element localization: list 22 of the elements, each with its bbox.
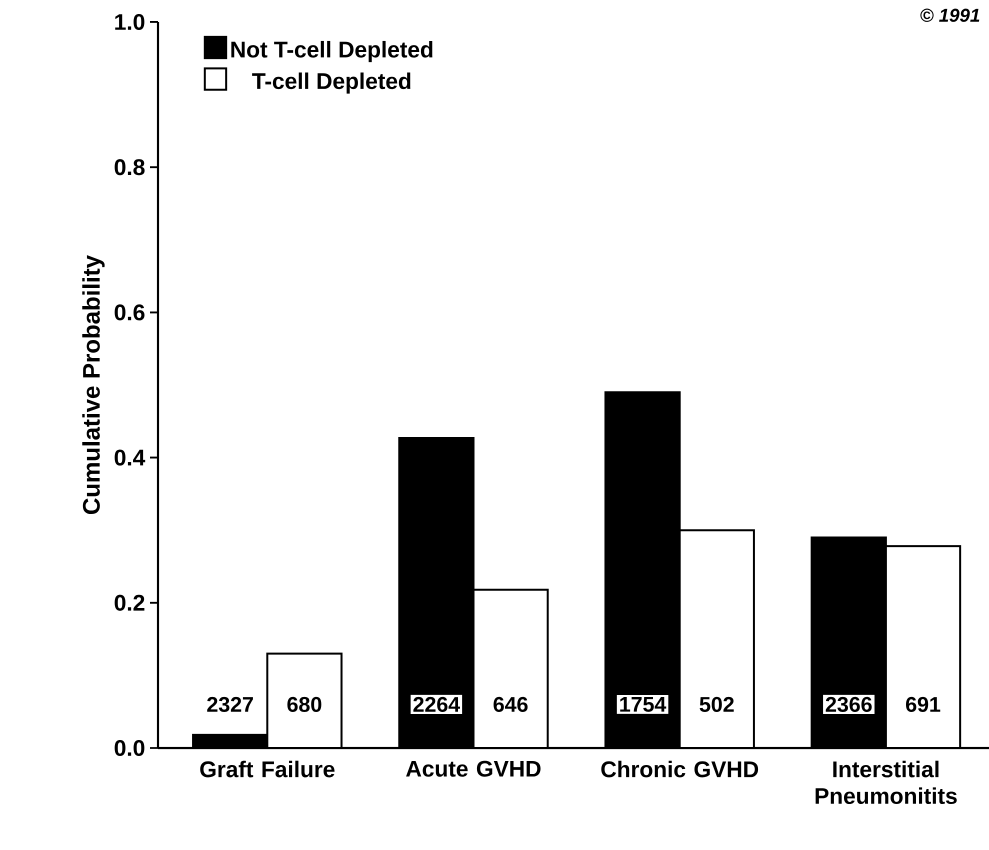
annotation: 691 xyxy=(906,696,940,712)
y-tick-label: 0.2 xyxy=(114,594,144,611)
x-tick-label: Interstitial Pneumonitits xyxy=(816,760,957,804)
text: © 1991 xyxy=(920,8,980,22)
y-tick-label: 0.0 xyxy=(114,740,144,756)
x-tick-label: Chronic GVHD xyxy=(601,760,758,778)
y-tick-label: 0.4 xyxy=(114,450,146,466)
legend-label: T-cell Depleted xyxy=(252,72,410,94)
annotation: 646 xyxy=(494,696,528,712)
annotation: 1754 xyxy=(620,696,666,712)
annotation: 2327 xyxy=(207,696,253,712)
annotation: 2366 xyxy=(826,696,872,712)
annotation: 680 xyxy=(287,696,322,712)
y-tick-label: 0.6 xyxy=(114,304,144,320)
annotation: 502 xyxy=(700,696,734,712)
annotation: 2264 xyxy=(413,696,460,712)
y-axis-title: Cumulative Probability xyxy=(82,255,105,514)
legend-label: Not T-cell Depleted xyxy=(231,40,432,62)
x-tick-label: Graft Failure xyxy=(200,760,335,778)
y-tick-label: 0.8 xyxy=(114,159,145,176)
x-tick-label: Acute GVHD xyxy=(406,760,541,777)
y-tick-label: 1.0 xyxy=(115,14,144,30)
